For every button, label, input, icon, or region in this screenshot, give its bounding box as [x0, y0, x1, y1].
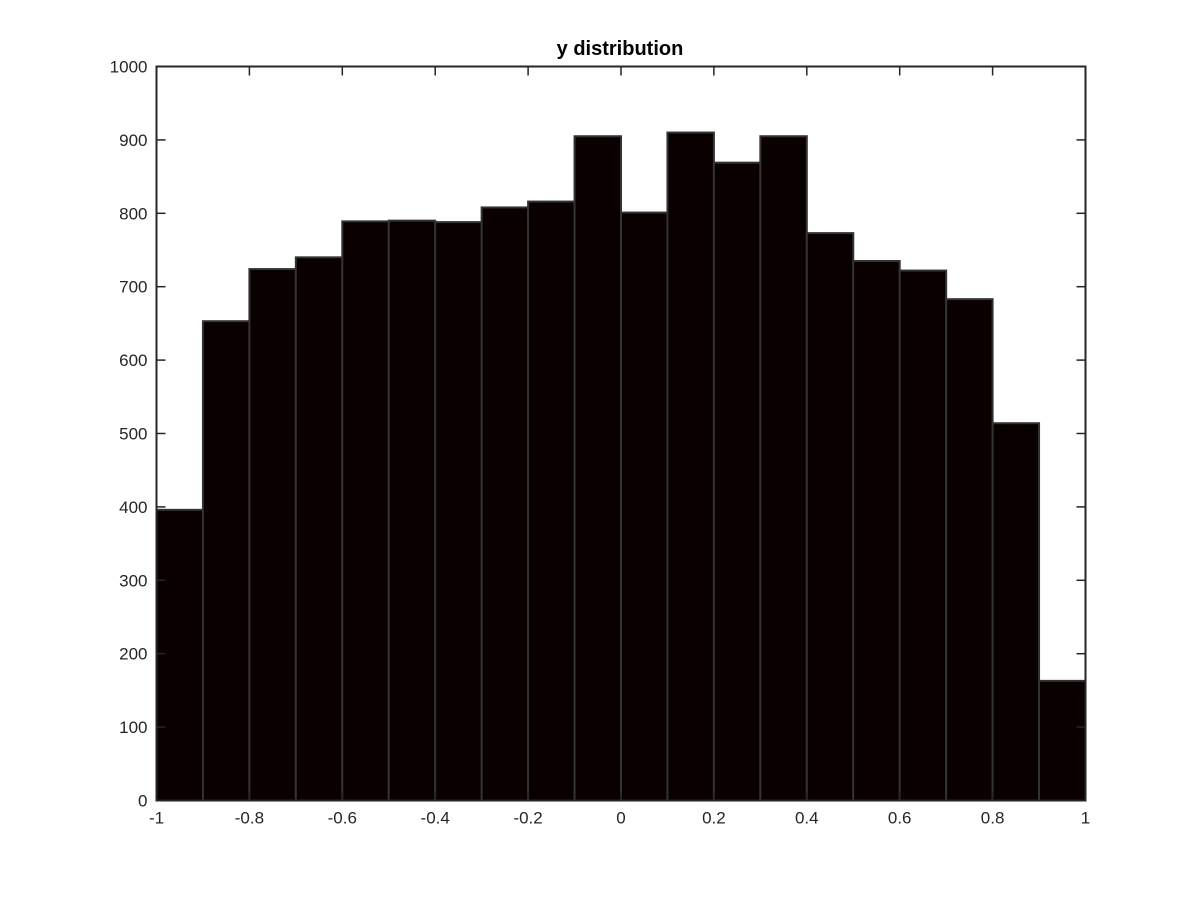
y-tick-label: 600 — [119, 351, 147, 370]
histogram-bar — [480, 206, 530, 802]
histogram-bar — [341, 220, 390, 802]
histogram-bar — [991, 422, 1041, 802]
x-tick-label: -0.2 — [513, 809, 542, 828]
histogram-bar — [805, 232, 855, 802]
x-tick-label: -0.8 — [235, 809, 264, 828]
histogram-bar — [945, 298, 994, 802]
x-tick-label: -1 — [149, 809, 164, 828]
y-tick-label: 900 — [119, 131, 147, 150]
histogram-bar — [527, 200, 576, 802]
histogram-bar — [712, 161, 762, 802]
x-tick-label: -0.6 — [328, 809, 357, 828]
y-tick-label: 500 — [119, 425, 147, 444]
chart-title: y distribution — [557, 38, 684, 60]
histogram-bar — [248, 268, 297, 802]
x-tick-label: 1 — [1081, 809, 1090, 828]
y-tick-label: 700 — [119, 278, 147, 297]
bars-layer — [155, 131, 1087, 802]
histogram-bar — [155, 508, 204, 802]
y-tick-label: 1000 — [110, 58, 148, 77]
histogram-bar — [294, 256, 344, 802]
plot-frame — [155, 65, 1087, 802]
histogram-bar — [898, 269, 948, 802]
x-tick-label: 0 — [616, 809, 625, 828]
y-tick-label: 300 — [119, 571, 147, 590]
y-tick-label: 0 — [138, 792, 147, 811]
histogram-bar — [1038, 679, 1087, 802]
x-tick-label: 0.4 — [795, 809, 819, 828]
histogram-bar — [666, 131, 715, 802]
y-tick-label: 200 — [119, 645, 147, 664]
histogram-bar — [852, 260, 901, 802]
histogram-bar — [201, 320, 251, 802]
ticks-layer: -1 -0.8 -0.6 -0.4 -0.2 0 0.2 0.4 0.6 0.8 1 0 100 200 3… — [110, 58, 1091, 828]
histogram-bar — [387, 219, 437, 802]
y-tick-label: 400 — [119, 498, 147, 517]
histogram-bar — [573, 135, 622, 802]
y-tick-label: 800 — [119, 204, 147, 223]
x-tick-label: 0.6 — [888, 809, 912, 828]
x-tick-label: 0.2 — [702, 809, 726, 828]
histogram-bar — [434, 221, 483, 802]
y-tick-label: 100 — [119, 718, 147, 737]
histogram-bar — [620, 211, 669, 802]
x-tick-label: 0.8 — [981, 809, 1005, 828]
histogram-bar — [759, 135, 808, 802]
x-tick-label: -0.4 — [421, 809, 450, 828]
